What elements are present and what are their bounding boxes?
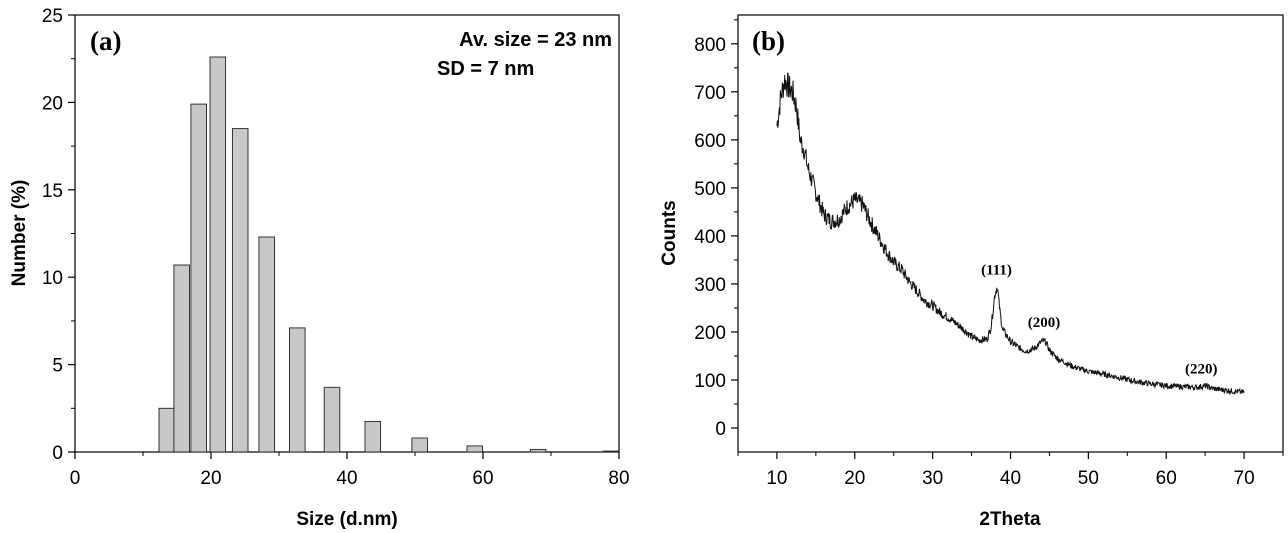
panel-a-x-tick-label: 60 <box>472 468 493 489</box>
panel-a-y-tick-label: 0 <box>52 443 63 464</box>
panel-b-y-tick-label: 500 <box>694 179 726 200</box>
panel-b-y-tick-label: 400 <box>694 227 726 248</box>
panel-b-y-tick-label: 800 <box>694 35 726 56</box>
panel-b-y-tick-label: 200 <box>694 323 726 344</box>
panel-a-x-axis-title: Size (d.nm) <box>296 509 397 530</box>
panel-a-x-tick-label: 40 <box>336 468 357 489</box>
panel-a-histogram: 0 20 40 60 80 0 5 10 15 20 25 (a) Av. size = 23 nm… <box>9 6 630 530</box>
panel-b-y-tick-label: 600 <box>694 131 726 152</box>
panel-a-bar <box>529 448 547 453</box>
panel-a-bar <box>231 128 249 453</box>
panel-a-y-tick-label: 5 <box>52 356 63 377</box>
panel-b-y-tick-label: 700 <box>694 83 726 104</box>
panel-b-xrd-series-line <box>776 72 1245 396</box>
panel-b-x-tick-label: 60 <box>1156 468 1177 489</box>
panel-b-y-axis-title: Counts <box>659 200 680 265</box>
panel-a-bar <box>289 327 306 453</box>
panel-b-x-tick-label: 20 <box>844 468 865 489</box>
panel-b-x-tick-label: 70 <box>1234 468 1255 489</box>
panel-a-bar <box>411 437 428 453</box>
panel-a-x-tick-label: 80 <box>608 468 629 489</box>
panel-b-x-tick-label: 50 <box>1078 468 1099 489</box>
panel-a-y-tick-label: 25 <box>42 6 63 27</box>
panel-b-x-tick-label: 40 <box>1000 468 1021 489</box>
panel-a-label: (a) <box>90 26 121 56</box>
panel-a-y-tick-label: 15 <box>42 181 63 202</box>
panel-a-bar <box>158 407 176 453</box>
panel-b-y-tick-label: 300 <box>694 275 726 296</box>
panel-b-y-tick-label: 100 <box>694 371 726 392</box>
panel-a-bar <box>258 236 275 453</box>
panel-b-label: (b) <box>752 26 785 56</box>
panel-b-peak-label: (111) <box>981 262 1012 278</box>
panel-b-xrd: 10 20 30 40 50 60 700100200300400500600700800 … <box>659 14 1284 530</box>
panel-b-y-tick-label: 0 <box>715 419 726 440</box>
panel-a-x-tick-label: 20 <box>200 468 221 489</box>
panel-a-y-tick-label: 10 <box>42 268 63 289</box>
panel-a-plot-frame <box>74 14 620 453</box>
panel-b-peak-labels: (111) (200) (220) <box>981 262 1217 377</box>
panel-a-bar <box>190 103 207 453</box>
panel-b-peak-label: (220) <box>1185 362 1218 378</box>
panel-b-peak-label: (200) <box>1028 315 1061 331</box>
panel-a-y-tick-label: 20 <box>42 93 63 114</box>
panel-a-x-tick-label: 0 <box>70 468 81 489</box>
panel-a-bars <box>158 56 620 453</box>
panel-a-y-axis-title: Number (%) <box>9 180 30 287</box>
panel-a-bar <box>602 450 620 453</box>
panel-b-x-tick-label: 10 <box>766 468 787 489</box>
panel-a-annotation-avg: Av. size = 23 nm <box>459 29 612 51</box>
panel-a-bar <box>173 264 190 453</box>
panel-a-bar <box>364 420 382 453</box>
panel-a-annotation-sd: SD = 7 nm <box>437 58 534 80</box>
panel-a-bar <box>466 445 484 453</box>
panel-b-x-tick-label: 30 <box>922 468 943 489</box>
panel-a-bar <box>323 386 341 453</box>
panel-a-bar <box>209 56 227 453</box>
panel-a-axes: 0 20 40 60 80 0 5 10 15 20 25 <box>42 6 630 489</box>
panel-b-x-axis-title: 2Theta <box>979 509 1041 530</box>
